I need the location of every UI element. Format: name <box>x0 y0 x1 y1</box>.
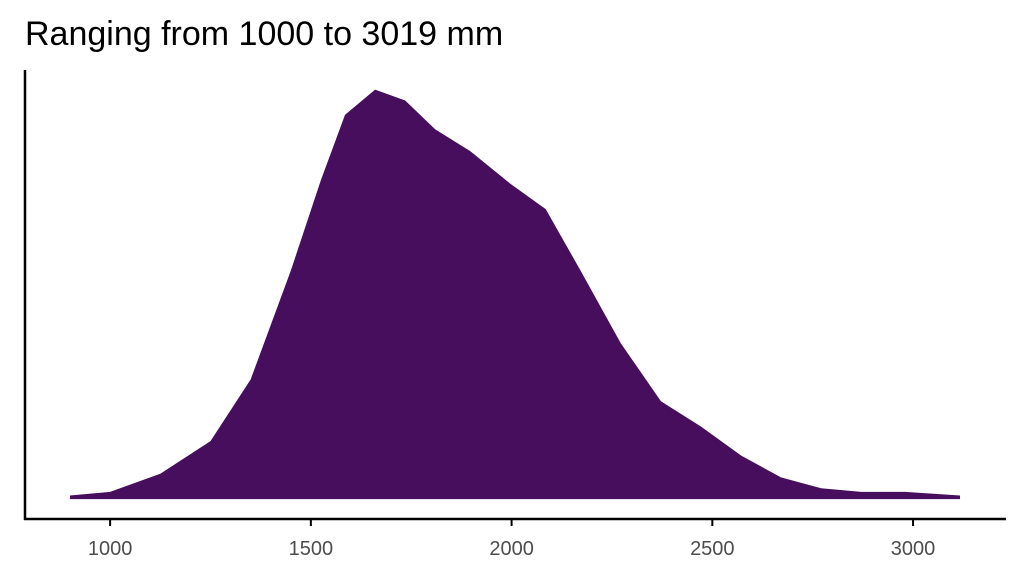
x-tick-label: 3000 <box>891 538 936 560</box>
chart-title: Ranging from 1000 to 3019 mm <box>25 15 503 53</box>
density-area <box>69 89 961 500</box>
x-tick-label: 1000 <box>88 538 133 560</box>
x-tick-label: 2500 <box>690 538 735 560</box>
x-tick-label: 2000 <box>489 538 534 560</box>
x-tick-label: 1500 <box>289 538 334 560</box>
